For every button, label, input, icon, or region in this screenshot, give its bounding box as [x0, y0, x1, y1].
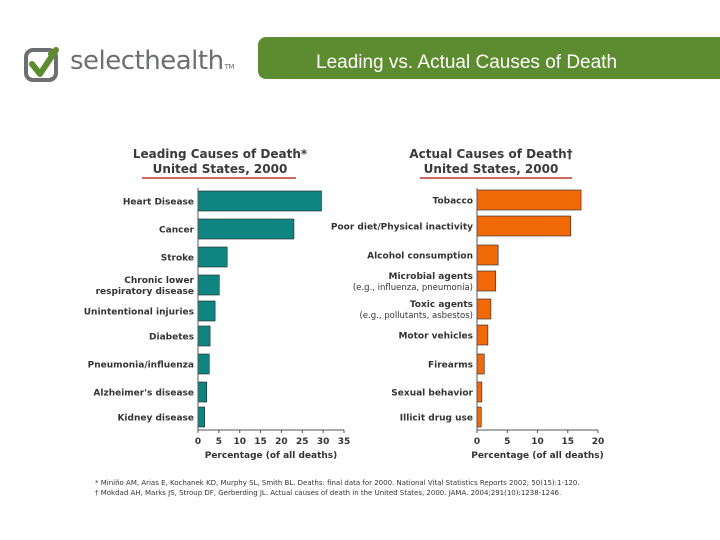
leading-x-tick-label: 15	[254, 437, 267, 447]
actual-bar	[476, 381, 483, 403]
actual-bar	[476, 189, 582, 211]
actual-category-label: (e.g., influenza, pneumonia)	[353, 283, 473, 293]
actual-category-label: (e.g., pollutants, asbestos)	[359, 311, 473, 321]
slide-title: Leading vs. Actual Causes of Death	[316, 52, 618, 73]
actual-chart-subtitle: United States, 2000	[424, 162, 559, 176]
title-banner	[258, 37, 720, 79]
actual-category-label: Illicit drug use	[400, 414, 473, 424]
leading-category-label: Alzheimer's disease	[93, 389, 194, 399]
actual-chart-title: Actual Causes of Death†	[409, 147, 572, 161]
leading-x-tick-label: 35	[338, 437, 351, 447]
leading-bar	[197, 406, 205, 428]
leading-x-tick-label: 20	[275, 437, 288, 447]
leading-x-tick-label: 5	[216, 437, 222, 447]
leading-bar	[197, 381, 208, 403]
leading-x-tick-label: 30	[317, 437, 330, 447]
footnotes: * Miniño AM, Arias E, Kochanek KD, Murph…	[95, 478, 580, 498]
leading-bar	[197, 246, 228, 268]
actual-causes-chart: Actual Causes of Death†United States, 20…	[331, 147, 604, 461]
selecthealth-logo	[24, 47, 59, 82]
leading-bar	[197, 353, 210, 375]
actual-bar	[476, 298, 492, 320]
leading-x-tick-label: 25	[296, 437, 309, 447]
actual-bar	[476, 324, 489, 346]
actual-bar	[476, 353, 485, 375]
leading-chart-subtitle: United States, 2000	[153, 162, 288, 176]
actual-bar	[476, 270, 497, 292]
leading-x-tick-label: 0	[195, 437, 201, 447]
actual-x-tick-label: 15	[561, 437, 574, 447]
actual-category-label: Sexual behavior	[391, 389, 473, 399]
footnote-leading-source: * Miniño AM, Arias E, Kochanek KD, Murph…	[95, 479, 580, 487]
actual-bar	[476, 244, 499, 266]
checkmark-shield-icon	[24, 47, 59, 82]
leading-causes-chart: Leading Causes of Death*United States, 2…	[84, 147, 351, 461]
actual-x-tick-label: 20	[592, 437, 605, 447]
leading-chart-title: Leading Causes of Death*	[133, 147, 308, 161]
actual-x-tick-label: 0	[474, 437, 480, 447]
brand-name: selecthealthTM	[70, 46, 234, 76]
actual-bar	[476, 215, 572, 237]
actual-bar	[476, 406, 482, 428]
actual-category-label: Tobacco	[433, 197, 474, 207]
leading-bar	[197, 218, 295, 240]
leading-x-axis-label: Percentage (of all deaths)	[205, 451, 338, 461]
actual-category-label: Microbial agents	[388, 272, 473, 282]
leading-bar	[197, 325, 211, 347]
actual-category-label: Alcohol consumption	[367, 252, 473, 262]
brand-wordmark: selecthealth	[70, 46, 224, 76]
leading-category-label: Unintentional injuries	[84, 308, 194, 318]
leading-category-label: Heart Disease	[123, 198, 194, 208]
leading-bar	[197, 190, 322, 212]
actual-category-label: Firearms	[428, 361, 473, 371]
actual-x-tick-label: 10	[531, 437, 544, 447]
leading-category-label: Chronic lower	[124, 276, 194, 286]
leading-category-label: Pneumonia/influenza	[88, 361, 194, 371]
leading-x-tick-label: 10	[233, 437, 246, 447]
actual-category-label: Motor vehicles	[398, 332, 473, 342]
leading-category-label: Cancer	[159, 226, 195, 236]
trademark-mark: TM	[224, 63, 235, 71]
leading-category-label: Stroke	[161, 254, 194, 264]
actual-category-label: Toxic agents	[410, 300, 473, 310]
actual-x-tick-label: 5	[504, 437, 510, 447]
actual-category-label: Poor diet/Physical inactivity	[331, 223, 473, 233]
leading-category-label: Kidney disease	[117, 414, 194, 424]
leading-category-label: respiratory disease	[96, 287, 194, 297]
footnote-actual-source: † Mokdad AH, Marks JS, Stroup DF, Gerber…	[95, 489, 562, 497]
leading-category-label: Diabetes	[149, 333, 194, 343]
actual-x-axis-label: Percentage (of all deaths)	[471, 451, 604, 461]
leading-bar	[197, 274, 220, 296]
leading-bar	[197, 300, 216, 322]
